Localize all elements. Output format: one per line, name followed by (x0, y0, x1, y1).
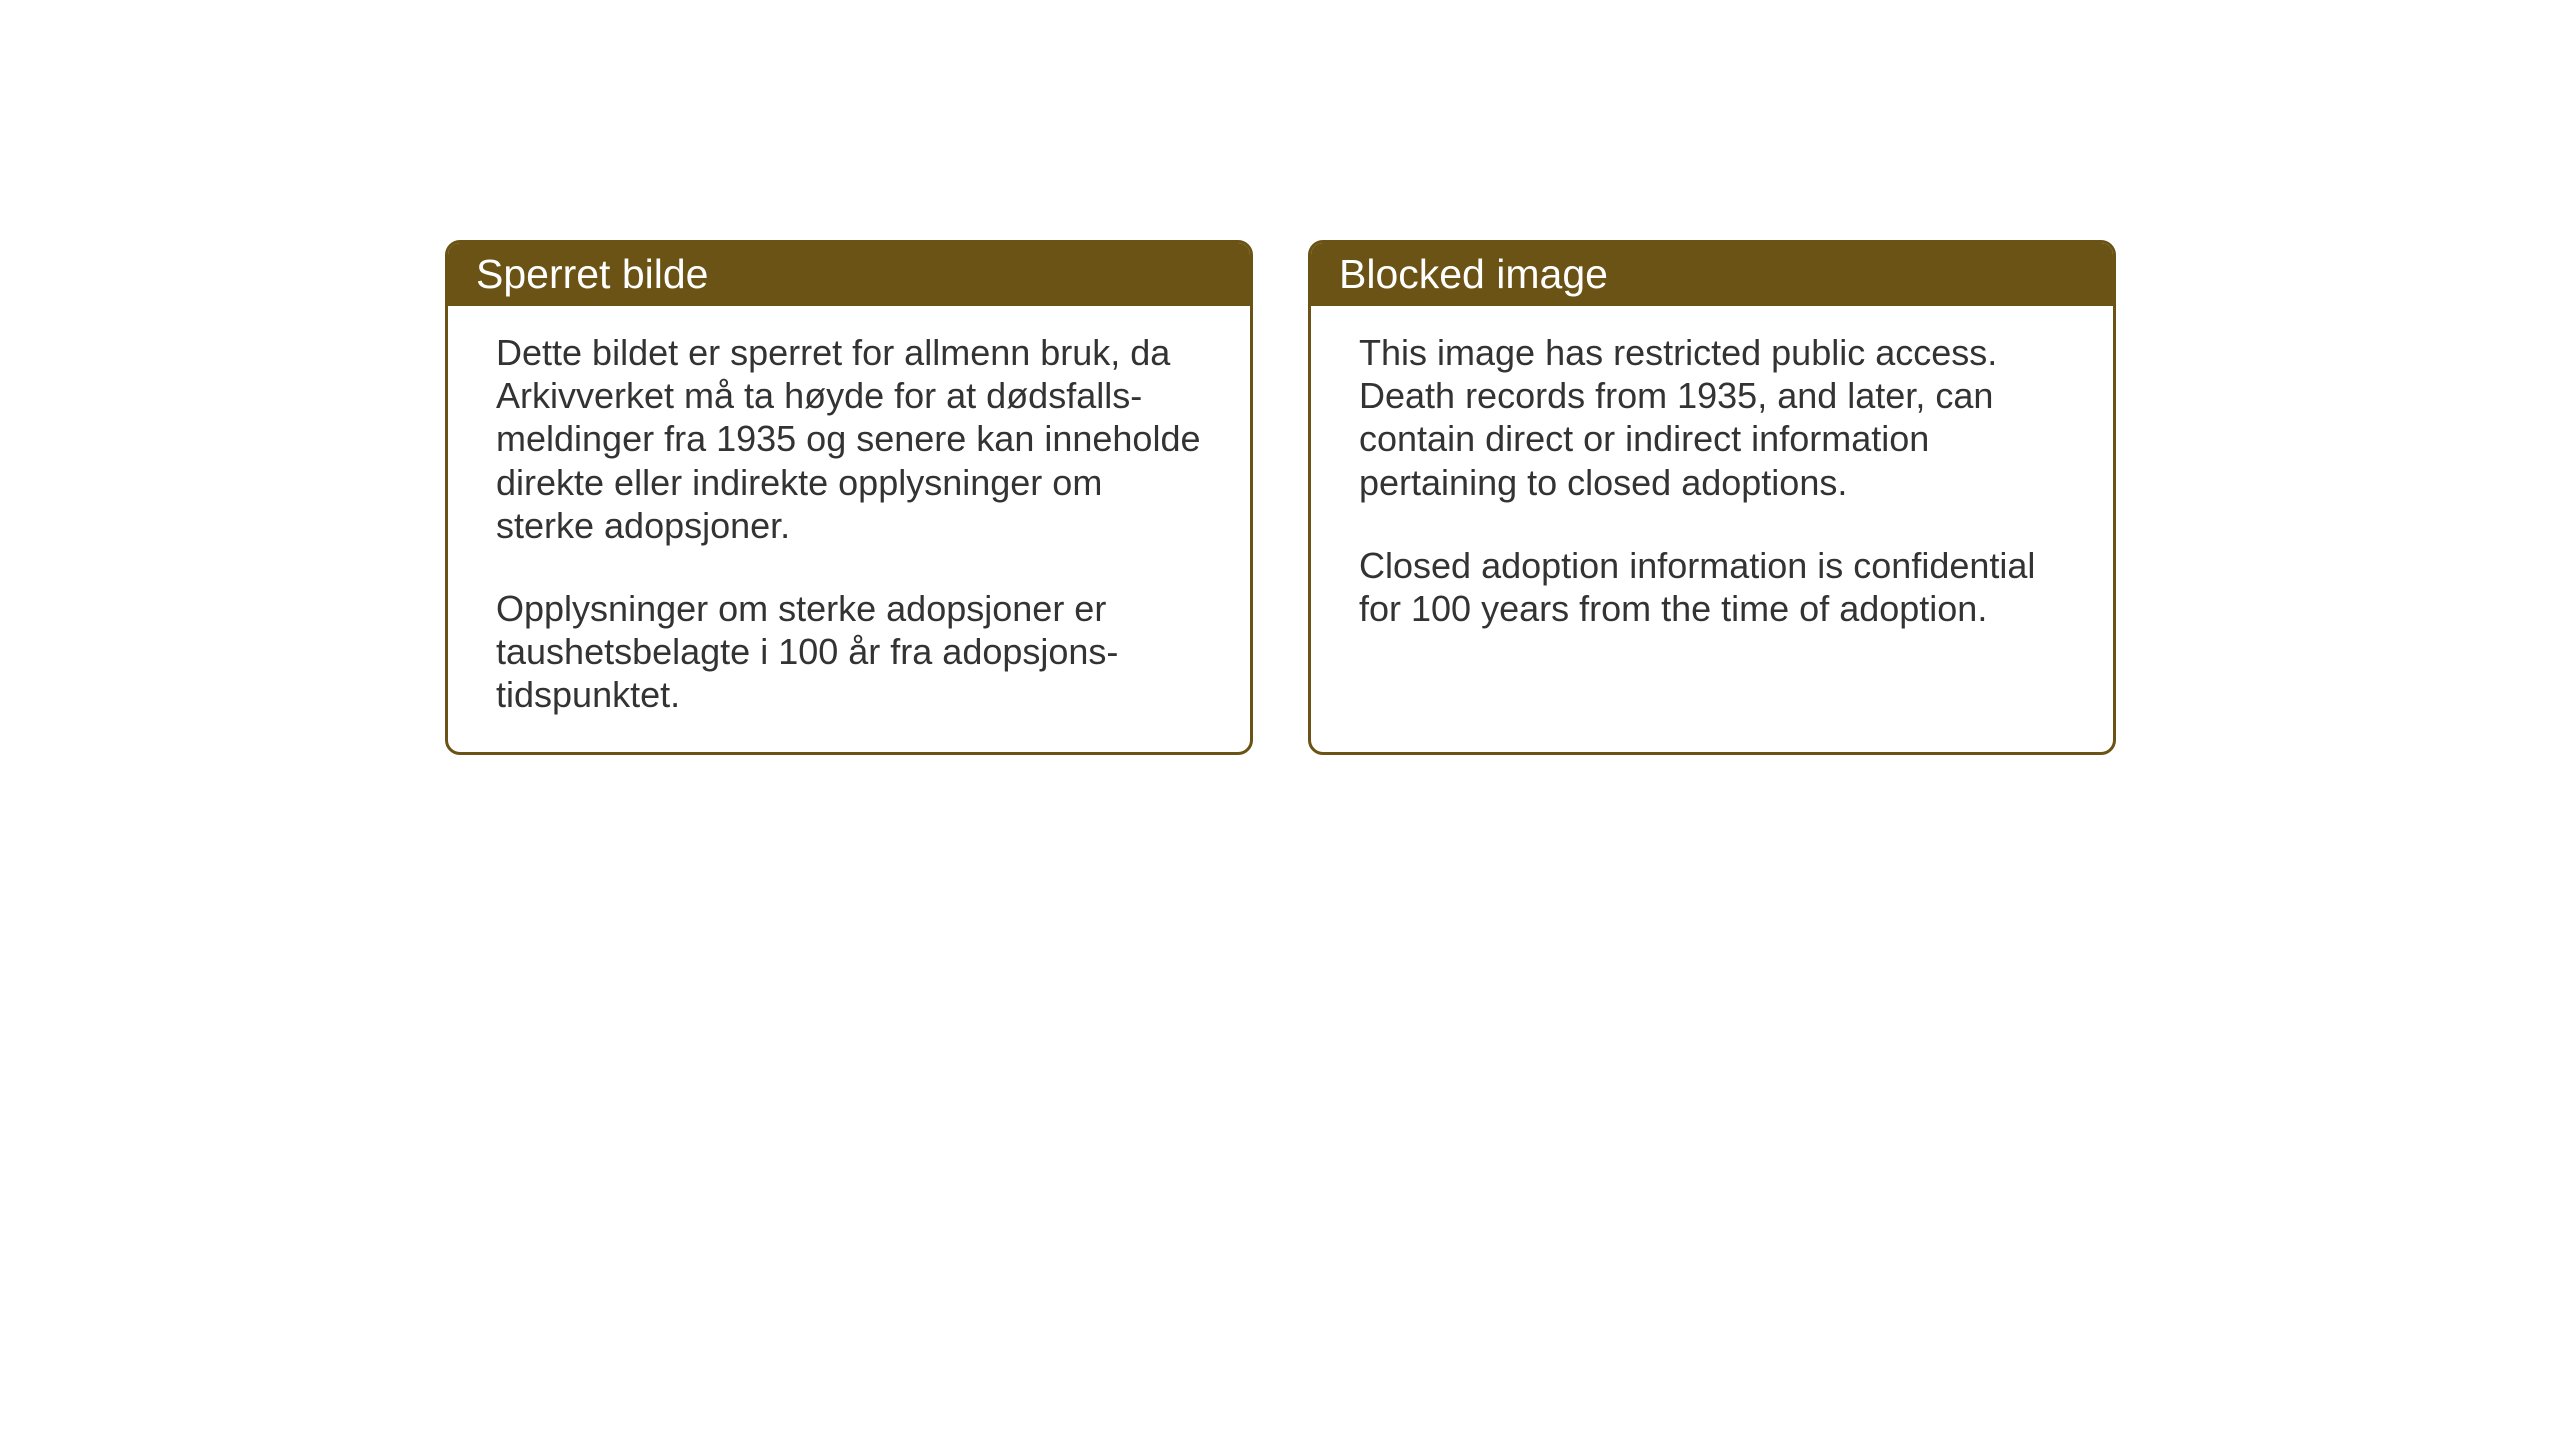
card-paragraph-1-norwegian: Dette bildet er sperret for allmenn bruk… (496, 331, 1202, 547)
card-body-english: This image has restricted public access.… (1311, 306, 2113, 696)
card-title-english: Blocked image (1339, 251, 1608, 297)
card-paragraph-2-norwegian: Opplysninger om sterke adopsjoner er tau… (496, 587, 1202, 717)
card-paragraph-2-english: Closed adoption information is confident… (1359, 544, 2065, 630)
blocked-image-card-english: Blocked image This image has restricted … (1308, 240, 2116, 755)
blocked-image-card-norwegian: Sperret bilde Dette bildet er sperret fo… (445, 240, 1253, 755)
card-paragraph-1-english: This image has restricted public access.… (1359, 331, 2065, 504)
card-header-english: Blocked image (1311, 243, 2113, 306)
card-header-norwegian: Sperret bilde (448, 243, 1250, 306)
cards-container: Sperret bilde Dette bildet er sperret fo… (445, 240, 2116, 755)
card-title-norwegian: Sperret bilde (476, 251, 708, 297)
card-body-norwegian: Dette bildet er sperret for allmenn bruk… (448, 306, 1250, 752)
